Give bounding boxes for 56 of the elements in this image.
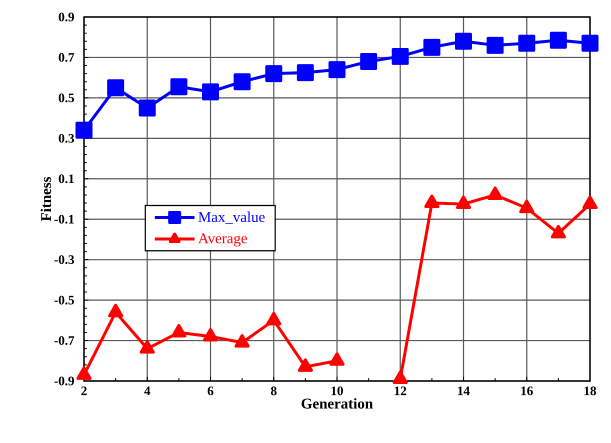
point: [519, 200, 534, 214]
y-tick-label: 0.7: [58, 53, 74, 62]
x-tick-label: 12: [394, 386, 406, 396]
point: [392, 370, 408, 384]
point: [424, 194, 440, 208]
point: [329, 352, 345, 366]
point: [518, 34, 536, 52]
x-tick-label: 6: [208, 386, 214, 396]
point: [456, 196, 472, 210]
x-tick-label: 16: [521, 386, 533, 396]
point: [234, 334, 250, 348]
legend-label: Average: [198, 233, 247, 246]
y-tick-label: 0.1: [58, 174, 74, 184]
y-tick-label: -0.5: [54, 296, 74, 305]
x-tick-label: 18: [584, 386, 596, 396]
point: [486, 36, 504, 54]
point: [488, 186, 503, 200]
y-tick-label: -0.9: [54, 376, 74, 386]
x-tick-label: 10: [332, 386, 343, 396]
y-tick-label: -0.3: [54, 255, 74, 264]
x-tick-label: 8: [270, 386, 277, 396]
point: [107, 79, 124, 96]
y-tick-label: -0.7: [54, 336, 74, 345]
point: [202, 83, 219, 100]
point: [265, 65, 282, 82]
point: [582, 34, 598, 52]
y-tick-label: -0.1: [54, 214, 74, 224]
point: [202, 328, 218, 342]
point: [423, 38, 440, 56]
point: [170, 78, 188, 96]
point: [76, 366, 92, 380]
x-tick-label: 4: [144, 386, 150, 396]
point: [296, 64, 314, 82]
point: [76, 122, 92, 139]
point: [171, 324, 186, 338]
point: [392, 48, 409, 65]
point: [234, 73, 251, 90]
y-tick-label: 0.3: [58, 134, 74, 143]
y-tick-label: 0.9: [58, 12, 74, 22]
x-axis-title: Generation: [302, 398, 373, 409]
point: [328, 61, 346, 78]
y-axis-title: Fitness: [40, 176, 52, 222]
point: [550, 32, 567, 49]
point: [455, 32, 472, 50]
point: [138, 100, 156, 117]
legend-label: Max_value: [198, 212, 265, 224]
point: [360, 53, 378, 70]
x-tick-label: 14: [458, 386, 470, 396]
point: [550, 224, 566, 238]
point: [298, 358, 313, 372]
x-tick-label: 2: [81, 386, 87, 396]
y-tick-label: 0.5: [58, 94, 74, 102]
point: [582, 196, 598, 210]
point: [108, 304, 124, 318]
point: [140, 340, 155, 354]
point: [266, 312, 282, 326]
